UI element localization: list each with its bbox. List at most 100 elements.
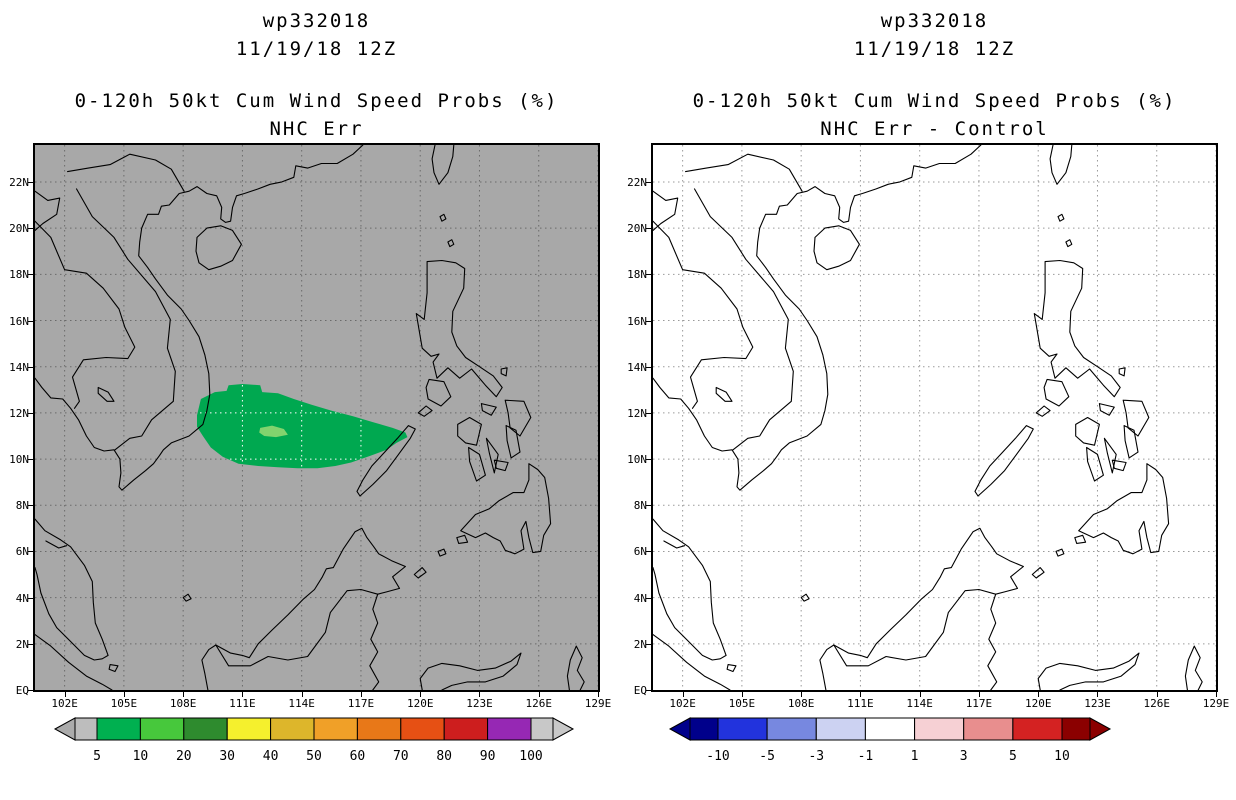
coastline xyxy=(1122,399,1150,437)
lon-tick-label: 105E xyxy=(728,697,756,710)
coastline xyxy=(485,437,499,474)
lon-axis-tick xyxy=(1097,692,1099,697)
colorbar-tick-label: -1 xyxy=(858,749,874,764)
coastline xyxy=(468,446,486,482)
map-plot xyxy=(33,143,600,692)
lon-axis-tick xyxy=(479,692,481,697)
colorbar-segment xyxy=(914,717,965,741)
init-time-title: 11/19/18 12Z xyxy=(853,38,1016,60)
lat-tick-label: 22N xyxy=(9,175,29,189)
coastline xyxy=(97,386,115,402)
lon-tick-label: 117E xyxy=(965,697,993,710)
lat-tick-label: 18N xyxy=(9,268,29,282)
probability-shading-layer xyxy=(197,384,408,469)
colorbar-tick-label: 1 xyxy=(911,749,919,764)
coastline xyxy=(1086,446,1104,482)
difference-colorbar: -10 -5 -3 -1 1 3 5 10 xyxy=(668,717,1112,764)
colorbar-tick-label: 60 xyxy=(350,749,366,764)
colorbar-tick-label: 100 xyxy=(519,749,542,764)
coastline xyxy=(1057,213,1065,222)
lon-tick-label: 120E xyxy=(406,697,434,710)
colorbar-segment xyxy=(96,717,141,741)
lon-tick-label: 126E xyxy=(1143,697,1170,710)
coastline xyxy=(1035,405,1051,417)
lat-tick-label: 14N xyxy=(9,360,29,374)
coastline xyxy=(182,593,192,602)
lon-axis-tick xyxy=(64,692,66,697)
lon-axis-tick xyxy=(801,692,803,697)
coastline xyxy=(653,145,982,491)
coastline xyxy=(504,399,532,437)
lat-tick-label: 20N xyxy=(627,222,647,236)
colorbar-tick-label: 90 xyxy=(480,749,496,764)
coastline xyxy=(35,634,113,690)
colorbar-tick-label: 5 xyxy=(1009,749,1017,764)
lat-tick-label: 14N xyxy=(627,360,647,374)
probability-colorbar: 5 10 20 30 40 50 60 70 80 90 100 xyxy=(53,717,575,764)
coastline xyxy=(500,367,508,377)
map-canvas xyxy=(35,145,598,690)
coastline xyxy=(356,425,416,497)
lon-axis-tick xyxy=(1038,692,1040,697)
colorbar-segment xyxy=(1061,717,1091,741)
coastline xyxy=(493,459,509,472)
lon-axis-tick xyxy=(978,692,980,697)
coastline xyxy=(813,225,860,271)
colorbar-tick-label: 10 xyxy=(1054,749,1070,764)
probability-region-inner xyxy=(259,425,288,438)
coastline xyxy=(35,145,364,491)
lat-tick-label: 6N xyxy=(15,545,29,559)
colorbar-segment xyxy=(270,717,315,741)
product-title: 0-120h 50kt Cum Wind Speed Probs (%) xyxy=(74,90,559,112)
colorbar-segment xyxy=(864,717,915,741)
colorbar-segment xyxy=(226,717,272,741)
lat-tick-label: EQ xyxy=(633,684,647,697)
lon-tick-label: 108E xyxy=(169,697,197,710)
lat-tick-label: 16N xyxy=(627,314,647,328)
lat-tick-label: 20N xyxy=(9,222,29,236)
lat-tick-label: 2N xyxy=(633,637,647,651)
colorbar-tick-label: 20 xyxy=(176,749,192,764)
coastline xyxy=(425,378,452,407)
coastline xyxy=(1123,425,1139,459)
coastline xyxy=(417,405,433,417)
lon-tick-label: 123E xyxy=(1084,697,1111,710)
coastline xyxy=(653,634,731,690)
colorbar-tick-label: 5 xyxy=(93,749,101,764)
lon-tick-label: 114E xyxy=(288,697,315,710)
coastline xyxy=(439,213,447,222)
lat-tick-label: 18N xyxy=(627,268,647,282)
lon-axis-tick xyxy=(538,692,540,697)
lon-tick-label: 126E xyxy=(525,697,552,710)
colorbar-left-arrow xyxy=(668,717,691,741)
lon-tick-label: 111E xyxy=(847,697,874,710)
map-plot xyxy=(651,143,1218,692)
coastline xyxy=(75,188,176,451)
coastline xyxy=(413,567,427,579)
lat-tick-label: 4N xyxy=(633,591,647,605)
lon-tick-label: 111E xyxy=(229,697,256,710)
lat-tick-label: 12N xyxy=(9,406,29,420)
lon-tick-label: 120E xyxy=(1024,697,1052,710)
coastline xyxy=(1078,463,1170,555)
coastline xyxy=(1075,416,1100,446)
coastline xyxy=(460,463,552,555)
coastline xyxy=(800,593,810,602)
lat-tick-label: 22N xyxy=(627,175,647,189)
storm-id-title: wp332018 xyxy=(880,10,989,32)
lat-tick-label: 6N xyxy=(633,545,647,559)
colorbar-segment xyxy=(443,717,489,741)
colorbar-segment xyxy=(717,717,768,741)
colorbar-tick-label: 80 xyxy=(436,749,452,764)
coastline xyxy=(201,527,406,690)
coastline xyxy=(566,645,585,690)
coastline xyxy=(685,153,803,192)
lon-axis-tick xyxy=(242,692,244,697)
model-title: NHC Err - Control xyxy=(820,118,1049,140)
colorbar-segment xyxy=(74,717,98,741)
coastline xyxy=(653,518,727,661)
lon-axis-tick xyxy=(741,692,743,697)
coastline xyxy=(974,425,1034,497)
grid-over-shading-layer xyxy=(197,384,408,469)
colorbar-tick-label: 10 xyxy=(133,749,149,764)
